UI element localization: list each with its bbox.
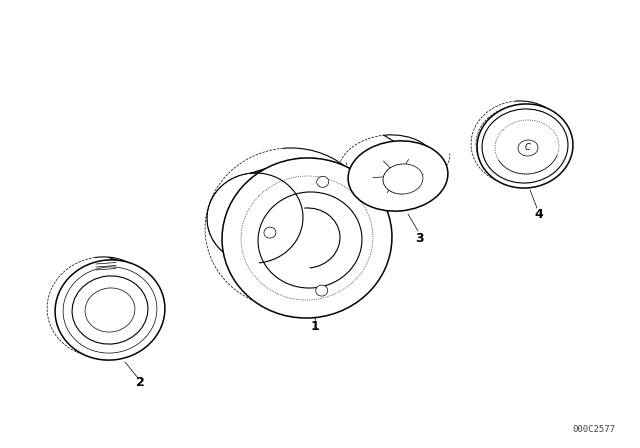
Text: 2: 2 — [136, 376, 145, 389]
Ellipse shape — [482, 109, 568, 183]
Text: 1: 1 — [310, 319, 319, 332]
Ellipse shape — [258, 192, 362, 288]
Ellipse shape — [72, 276, 148, 344]
Ellipse shape — [316, 285, 328, 296]
Ellipse shape — [383, 164, 423, 194]
Ellipse shape — [495, 120, 559, 174]
Ellipse shape — [317, 177, 329, 187]
Ellipse shape — [348, 141, 448, 211]
Ellipse shape — [264, 227, 276, 238]
Ellipse shape — [207, 173, 303, 263]
Text: 3: 3 — [416, 232, 424, 245]
Ellipse shape — [55, 260, 165, 360]
Text: 4: 4 — [534, 207, 543, 220]
Ellipse shape — [518, 140, 538, 156]
Ellipse shape — [85, 288, 135, 332]
Ellipse shape — [477, 104, 573, 188]
Ellipse shape — [222, 158, 392, 318]
Text: 000C2577: 000C2577 — [572, 425, 615, 434]
Text: C: C — [525, 142, 531, 151]
